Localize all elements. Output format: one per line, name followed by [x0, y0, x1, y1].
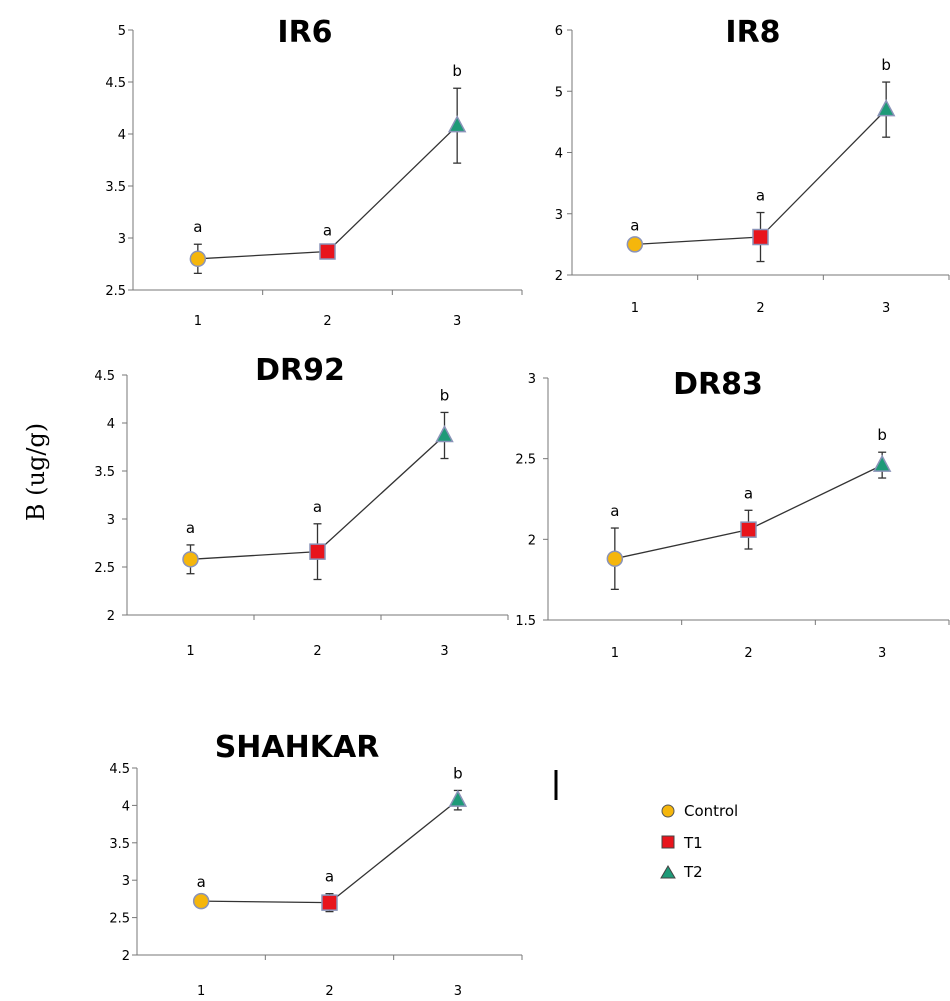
y-tick-label: 5 — [555, 85, 563, 100]
y-tick-label: 2 — [122, 949, 130, 964]
y-tick-label: 4 — [118, 128, 126, 143]
y-tick-label: 2.5 — [105, 284, 126, 299]
data-point-t1 — [740, 521, 757, 538]
data-point-t1 — [321, 894, 338, 911]
significance-letter: a — [630, 217, 639, 235]
data-point-t2 — [872, 454, 892, 472]
significance-letter: a — [197, 873, 206, 891]
data-point-control — [606, 550, 624, 567]
y-tick-label: 3 — [107, 513, 115, 528]
x-tick-label: 2 — [313, 644, 321, 659]
y-tick-label: 2.5 — [515, 453, 536, 468]
y-tick-label: 4.5 — [105, 76, 126, 91]
y-tick-label: 5 — [118, 24, 126, 39]
y-tick-label: 3.5 — [109, 837, 130, 852]
data-point-t1 — [309, 543, 326, 560]
panel-title: IR6 — [277, 15, 332, 50]
significance-letter: b — [881, 56, 891, 74]
x-tick-label: 2 — [744, 646, 752, 661]
x-tick-label: 1 — [631, 301, 639, 316]
y-tick-label: 3 — [528, 372, 536, 387]
legend-item-t2: T2 — [660, 863, 703, 881]
y-tick-label: 3 — [118, 232, 126, 247]
y-axis-label: B (ug/g) — [22, 423, 50, 521]
panel-title: IR8 — [725, 15, 780, 50]
data-point-control — [189, 250, 207, 268]
data-point-t2 — [435, 424, 454, 443]
y-tick-label: 2 — [107, 609, 115, 624]
legend-item-control: Control — [661, 802, 738, 820]
significance-letter: a — [610, 502, 619, 520]
chart-panel-ir8: IR8 2 3 4 5 6 1 2 3 a a b — [555, 15, 950, 316]
y-tick-label: 3 — [122, 874, 130, 889]
y-tick-label: 3.5 — [105, 180, 126, 195]
y-tick-label: 4 — [122, 799, 130, 814]
x-tick-label: 2 — [325, 984, 333, 999]
data-point-t1 — [319, 243, 336, 260]
legend-label-t2: T2 — [683, 863, 703, 881]
x-tick-label: 2 — [756, 301, 764, 316]
y-tick-label: 3 — [555, 208, 563, 223]
y-tick-label: 2 — [555, 269, 563, 284]
panel-title: SHAHKAR — [215, 730, 380, 765]
data-point-control — [626, 236, 644, 253]
x-tick-label: 3 — [454, 984, 462, 999]
y-tick-label: 2.5 — [109, 912, 130, 927]
data-point-control — [182, 551, 199, 568]
x-tick-label: 1 — [186, 644, 194, 659]
y-tick-label: 2 — [528, 533, 536, 548]
y-tick-label: 4.5 — [94, 369, 115, 384]
x-tick-label: 1 — [194, 314, 202, 329]
panel-title: DR83 — [673, 367, 763, 402]
y-tick-label: 1.5 — [515, 614, 536, 629]
data-point-control — [192, 892, 210, 910]
x-tick-label: 3 — [440, 644, 448, 659]
y-tick-label: 4.5 — [109, 762, 130, 777]
significance-letter: a — [744, 484, 753, 502]
legend-square-marker — [661, 835, 675, 849]
x-tick-label: 3 — [878, 646, 886, 661]
chart-panel-dr92: DR92 2 2.5 3 3.5 4 4.5 1 2 3 a a b — [94, 353, 509, 659]
legend-label-control: Control — [684, 802, 738, 820]
chart-panel-shahkar: SHAHKAR 2 2.5 3 3.5 4 4.5 1 2 3 a a b — [109, 730, 523, 999]
y-tick-label: 2.5 — [94, 561, 115, 576]
x-tick-label: 1 — [197, 984, 205, 999]
y-tick-label: 4 — [107, 417, 115, 432]
significance-letter: a — [325, 868, 334, 886]
data-point-t2 — [448, 789, 468, 807]
significance-letter: a — [186, 519, 195, 537]
legend-label-t1: T1 — [683, 834, 703, 852]
panel-title: DR92 — [255, 353, 345, 388]
chart-panels: IR6 2.5 3 3.5 4 4.5 5 1 2 3 a a b IR8 2 3 4 5 6 1 2 3 a a b DR92 2… — [94, 15, 950, 999]
significance-letter: a — [313, 498, 322, 516]
y-tick-label: 6 — [555, 24, 563, 39]
legend-item-t1: T1 — [661, 834, 703, 852]
legend: Control T1 T2 — [660, 802, 738, 881]
chart-panel-ir6: IR6 2.5 3 3.5 4 4.5 5 1 2 3 a a b — [105, 15, 523, 329]
data-point-t1 — [752, 228, 769, 246]
x-tick-label: 3 — [882, 301, 890, 316]
y-tick-label: 3.5 — [94, 465, 115, 480]
significance-letter: a — [756, 187, 765, 205]
x-tick-label: 3 — [453, 314, 461, 329]
x-tick-label: 1 — [611, 646, 619, 661]
legend-circle-marker — [661, 804, 675, 818]
significance-letter: b — [452, 62, 462, 80]
series-line — [201, 799, 459, 904]
data-point-t2 — [447, 115, 467, 133]
significance-letter: b — [453, 764, 463, 782]
significance-letter: a — [193, 218, 202, 236]
x-tick-label: 2 — [323, 314, 331, 329]
legend-triangle-marker — [660, 865, 676, 879]
data-point-t2 — [876, 99, 896, 117]
significance-letter: b — [440, 386, 450, 404]
chart-panel-dr83: DR83 1.5 2 2.5 3 1 2 3 a a b — [515, 367, 950, 661]
significance-letter: b — [877, 426, 887, 444]
significance-letter: a — [323, 221, 332, 239]
y-tick-label: 4 — [555, 147, 563, 162]
